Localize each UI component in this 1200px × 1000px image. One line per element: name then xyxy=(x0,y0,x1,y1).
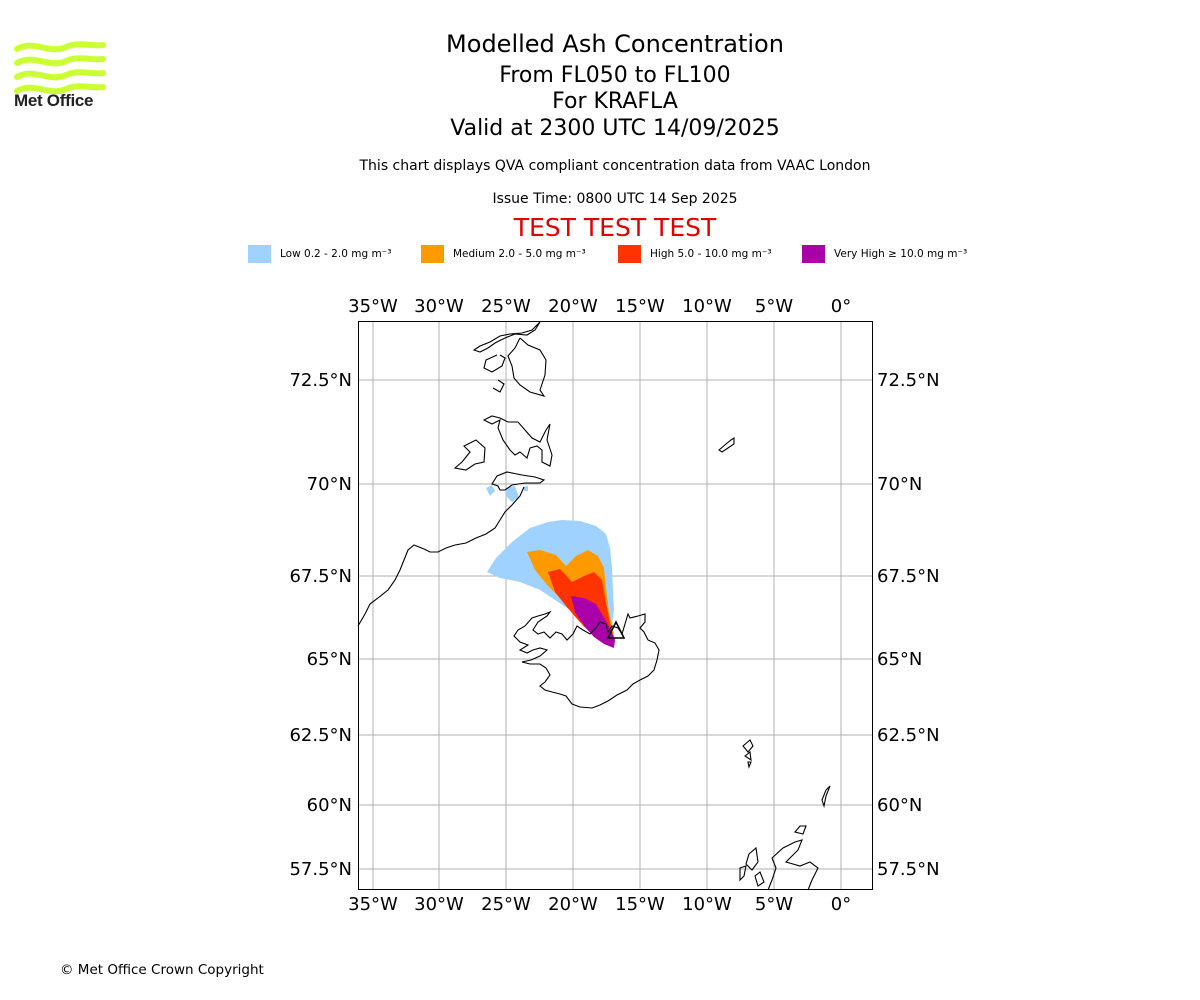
lat-tick-label-left: 57.5°N xyxy=(289,859,352,880)
lon-tick-label-bottom: 20°W xyxy=(548,894,598,915)
lon-tick-label-top: 0° xyxy=(831,296,851,317)
coastlines xyxy=(357,321,831,891)
lon-tick-label-top: 35°W xyxy=(348,296,398,317)
tick-labels: 35°W 35°W 30°W 30°W 25°W 25°W 20°W 20°W 15°W 15°W… xyxy=(289,296,939,915)
lon-tick-label-top: 10°W xyxy=(682,296,732,317)
lat-tick-label-right: 70°N xyxy=(877,474,922,495)
legend: Low 0.2 - 2.0 mg m⁻³ Medium 2.0 - 5.0 mg… xyxy=(0,244,1200,264)
legend-label-high: High 5.0 - 10.0 mg m⁻³ xyxy=(650,248,772,260)
flight-level-range: From FL050 to FL100 xyxy=(499,63,731,88)
legend-swatch-very-high xyxy=(802,245,825,263)
ash-low-patch-1 xyxy=(486,485,495,496)
coastline-jan-mayen xyxy=(718,436,735,453)
lon-tick-label-top: 30°W xyxy=(414,296,464,317)
legend-label-low: Low 0.2 - 2.0 mg m⁻³ xyxy=(280,248,392,260)
lon-tick-label-bottom: 15°W xyxy=(615,894,665,915)
coastline-faroe xyxy=(742,739,754,769)
legend-swatch-high xyxy=(618,245,641,263)
volcano-triangle-icon xyxy=(606,620,626,639)
legend-swatch-medium xyxy=(421,245,444,263)
lon-tick-label-top: 15°W xyxy=(615,296,665,317)
copyright: © Met Office Crown Copyright xyxy=(60,962,264,978)
legend-label-very-high: Very High ≥ 10.0 mg m⁻³ xyxy=(834,248,968,260)
chart-title: Modelled Ash Concentration xyxy=(446,30,784,58)
lat-tick-label-right: 67.5°N xyxy=(877,566,940,587)
lon-tick-label-top: 5°W xyxy=(755,296,793,317)
valid-time: Valid at 2300 UTC 14/09/2025 xyxy=(450,116,780,141)
coastline-greenland xyxy=(357,321,553,627)
met-office-logo xyxy=(14,41,106,95)
legend-item-high: High 5.0 - 10.0 mg m⁻³ xyxy=(618,244,772,264)
graticule xyxy=(358,321,873,890)
lon-tick-label-bottom: 35°W xyxy=(348,894,398,915)
lat-tick-label-right: 72.5°N xyxy=(877,370,940,391)
lat-tick-label-right: 62.5°N xyxy=(877,725,940,746)
legend-item-very-high: Very High ≥ 10.0 mg m⁻³ xyxy=(802,244,967,264)
lat-tick-label-right: 65°N xyxy=(877,649,922,670)
ash-low-patch-2 xyxy=(505,486,519,502)
chart-description: This chart displays QVA compliant concen… xyxy=(359,158,871,174)
lon-tick-label-top: 25°W xyxy=(481,296,531,317)
legend-item-medium: Medium 2.0 - 5.0 mg m⁻³ xyxy=(421,244,586,264)
test-banner: TEST TEST TEST xyxy=(513,213,717,242)
lat-tick-label-left: 60°N xyxy=(307,795,352,816)
lon-tick-label-bottom: 5°W xyxy=(755,894,793,915)
lon-tick-label-bottom: 10°W xyxy=(682,894,732,915)
coastline-shetland xyxy=(794,785,831,835)
lat-tick-label-left: 62.5°N xyxy=(289,725,352,746)
issue-time: Issue Time: 0800 UTC 14 Sep 2025 xyxy=(492,191,738,207)
coastline-scotland xyxy=(739,839,819,891)
legend-label-medium: Medium 2.0 - 5.0 mg m⁻³ xyxy=(453,248,586,260)
map-frame xyxy=(358,321,873,890)
lon-tick-label-top: 20°W xyxy=(548,296,598,317)
ash-layers xyxy=(486,485,615,648)
lat-tick-label-left: 65°N xyxy=(307,649,352,670)
logo-text: Met Office xyxy=(14,91,94,110)
legend-item-low: Low 0.2 - 2.0 mg m⁻³ xyxy=(248,244,391,264)
volcano-name: For KRAFLA xyxy=(552,89,678,114)
lon-tick-label-bottom: 0° xyxy=(831,894,851,915)
lat-tick-label-left: 67.5°N xyxy=(289,566,352,587)
lat-tick-label-right: 60°N xyxy=(877,795,922,816)
lat-tick-label-left: 72.5°N xyxy=(289,370,352,391)
lon-tick-label-bottom: 25°W xyxy=(481,894,531,915)
lat-tick-label-left: 70°N xyxy=(307,474,352,495)
lon-tick-label-bottom: 30°W xyxy=(414,894,464,915)
lat-tick-label-right: 57.5°N xyxy=(877,859,940,880)
coastline-iceland xyxy=(513,610,660,709)
legend-swatch-low xyxy=(248,245,271,263)
ash-very-high-area xyxy=(571,596,615,648)
